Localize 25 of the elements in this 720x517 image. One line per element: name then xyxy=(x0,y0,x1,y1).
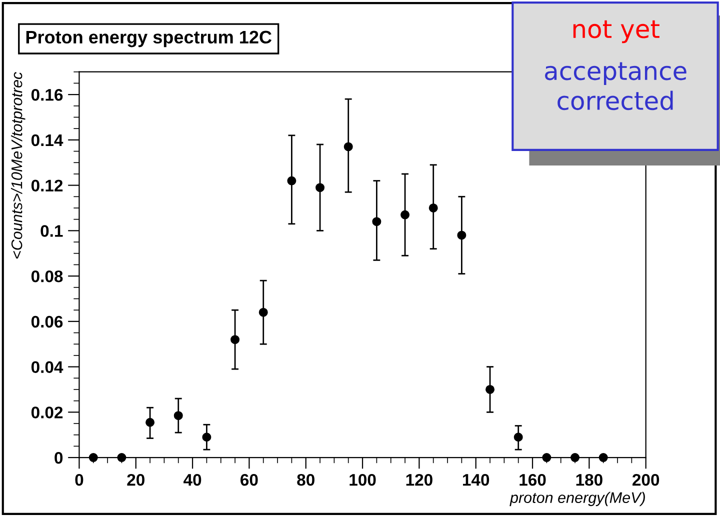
x-tick-label: 100 xyxy=(350,474,376,486)
y-tick-label: 0.14 xyxy=(31,134,64,146)
x-axis-title: proton energy(MeV) xyxy=(510,492,645,506)
text: not yet xyxy=(573,20,660,44)
x-tick-label: 20 xyxy=(127,474,144,486)
y-tick-label: 0.12 xyxy=(31,180,63,192)
annotation: acceptance corrected xyxy=(545,62,686,110)
y-tick-label: 0.04 xyxy=(31,361,64,373)
chart-title: Proton energy spectrum 12C xyxy=(26,30,272,48)
y-tick-label: 0.06 xyxy=(31,316,63,328)
x-tick-label: 120 xyxy=(406,474,432,486)
x-tick-label: 0 xyxy=(75,474,84,486)
x-tick-label: 160 xyxy=(520,474,546,486)
x-tick-label: 200 xyxy=(632,474,660,486)
y-tick-label: 0 xyxy=(54,452,63,464)
y-tick-label: 0.08 xyxy=(31,270,63,282)
x-tick-label: 40 xyxy=(184,474,202,486)
x-tick-label: 140 xyxy=(462,474,490,486)
x-tick-label: 60 xyxy=(240,474,258,486)
y-tick-label: 0.02 xyxy=(31,406,63,418)
y-tick-label: 0.1 xyxy=(40,225,63,237)
x-tick-label: 80 xyxy=(297,474,314,486)
y-axis-title: <Counts>/10MeV/totprotrec xyxy=(10,72,26,259)
y-tick-label: 0.16 xyxy=(31,88,63,101)
x-tick-label: 180 xyxy=(576,474,602,486)
